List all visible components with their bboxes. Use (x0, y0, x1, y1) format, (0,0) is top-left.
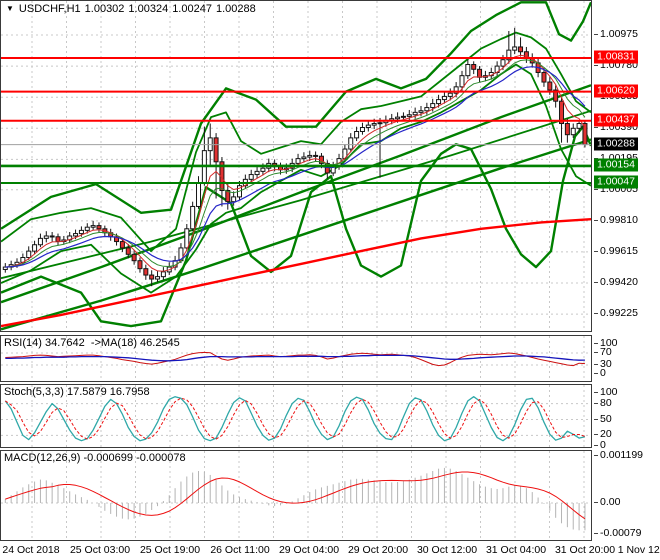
price-chart-panel[interactable]: ▼ USDCHF,H1 1.00302 1.00324 1.00247 1.00288 (0, 0, 592, 332)
time-axis-label: 24 Oct 2018 (2, 544, 60, 556)
price-chart-canvas[interactable] (1, 1, 591, 331)
stochastic-label: Stoch(5,3,3) 17.5879 16.7958 (4, 386, 150, 398)
resistance-level-badge: 1.00831 (594, 50, 638, 64)
rsi-canvas[interactable] (1, 336, 591, 381)
rsi-indicator-panel[interactable]: RSI(14) 34.7642 ->MA(18) 46.2545 (0, 335, 592, 382)
rsi-label: RSI(14) 34.7642 ->MA(18) 46.2545 (4, 337, 180, 349)
price-axis-tick: 0.99615 (594, 244, 638, 257)
stochastic-axis-tick: 20 (594, 428, 612, 441)
price-axis-tick: 0.99420 (594, 276, 638, 289)
time-axis-label: 29 Oct 20:00 (347, 544, 409, 556)
stochastic-axis-tick: 100 (594, 386, 618, 398)
rsi-axis-tick: 70 (594, 346, 612, 358)
time-axis-label: 30 Oct 12:00 (416, 544, 478, 556)
stochastic-axis-tick: 80 (594, 396, 612, 409)
price-axis-tick: 1.00975 (594, 28, 638, 40)
price-axis-tick: 0.99225 (594, 307, 638, 320)
time-axis-label: 25 Oct 19:00 (139, 544, 201, 556)
resistance-level-badge: 1.00620 (594, 84, 638, 98)
macd-indicator-panel[interactable]: MACD(12,26,9) -0.000699 -0.000078 (0, 450, 592, 541)
time-axis-label: 26 Oct 11:00 (210, 544, 270, 556)
time-axis-label: 25 Oct 03:00 (69, 544, 131, 556)
macd-axis-tick: 0.00 (593, 496, 621, 508)
macd-label: MACD(12,26,9) -0.000699 -0.000078 (4, 452, 186, 464)
ohlc-open: 1.00302 (84, 3, 125, 15)
stochastic-indicator-panel[interactable]: Stoch(5,3,3) 17.5879 16.7958 (0, 384, 592, 448)
macd-canvas[interactable] (1, 451, 591, 540)
price-axis-tick: 0.99810 (594, 213, 638, 226)
symbol-period-label: USDCHF,H1 (18, 3, 81, 15)
time-axis-label: 29 Oct 04:00 (278, 544, 340, 556)
stochastic-axis-tick: 0 (594, 439, 606, 451)
resistance-level-badge: 1.00437 (594, 113, 638, 127)
rsi-axis-tick: 100 (594, 337, 618, 349)
rsi-axis-tick: 30 (594, 358, 612, 370)
time-axis-label: 31 Oct 20:00 (554, 544, 616, 556)
rsi-axis-tick: 0 (594, 367, 606, 379)
time-axis[interactable]: 24 Oct 2018 25 Oct 03:00 25 Oct 19:00 26 Oc… (0, 542, 660, 560)
price-axis[interactable]: 1.009751.007801.005851.003901.001951.000… (592, 0, 660, 560)
macd-axis-tick: -0.00079 (593, 526, 642, 539)
time-axis-label: 31 Oct 04:00 (485, 544, 547, 556)
support-level-badge: 1.00154 (594, 158, 638, 172)
ohlc-high: 1.00324 (128, 3, 169, 15)
current-price-badge: 1.00288 (594, 137, 638, 151)
macd-axis-tick: 0.001199 (593, 449, 644, 462)
support-level-badge: 1.00047 (594, 175, 638, 189)
stochastic-axis-tick: 50 (594, 412, 612, 425)
chart-dropdown-icon: ▼ (6, 4, 14, 13)
chart-title: ▼ USDCHF,H1 1.00302 1.00324 1.00247 1.00288 (6, 3, 260, 15)
time-axis-label: 1 Nov 12:00 (617, 544, 660, 556)
stochastic-canvas[interactable] (1, 385, 591, 447)
ohlc-close: 1.00288 (215, 3, 256, 15)
ohlc-low: 1.00247 (172, 3, 212, 15)
